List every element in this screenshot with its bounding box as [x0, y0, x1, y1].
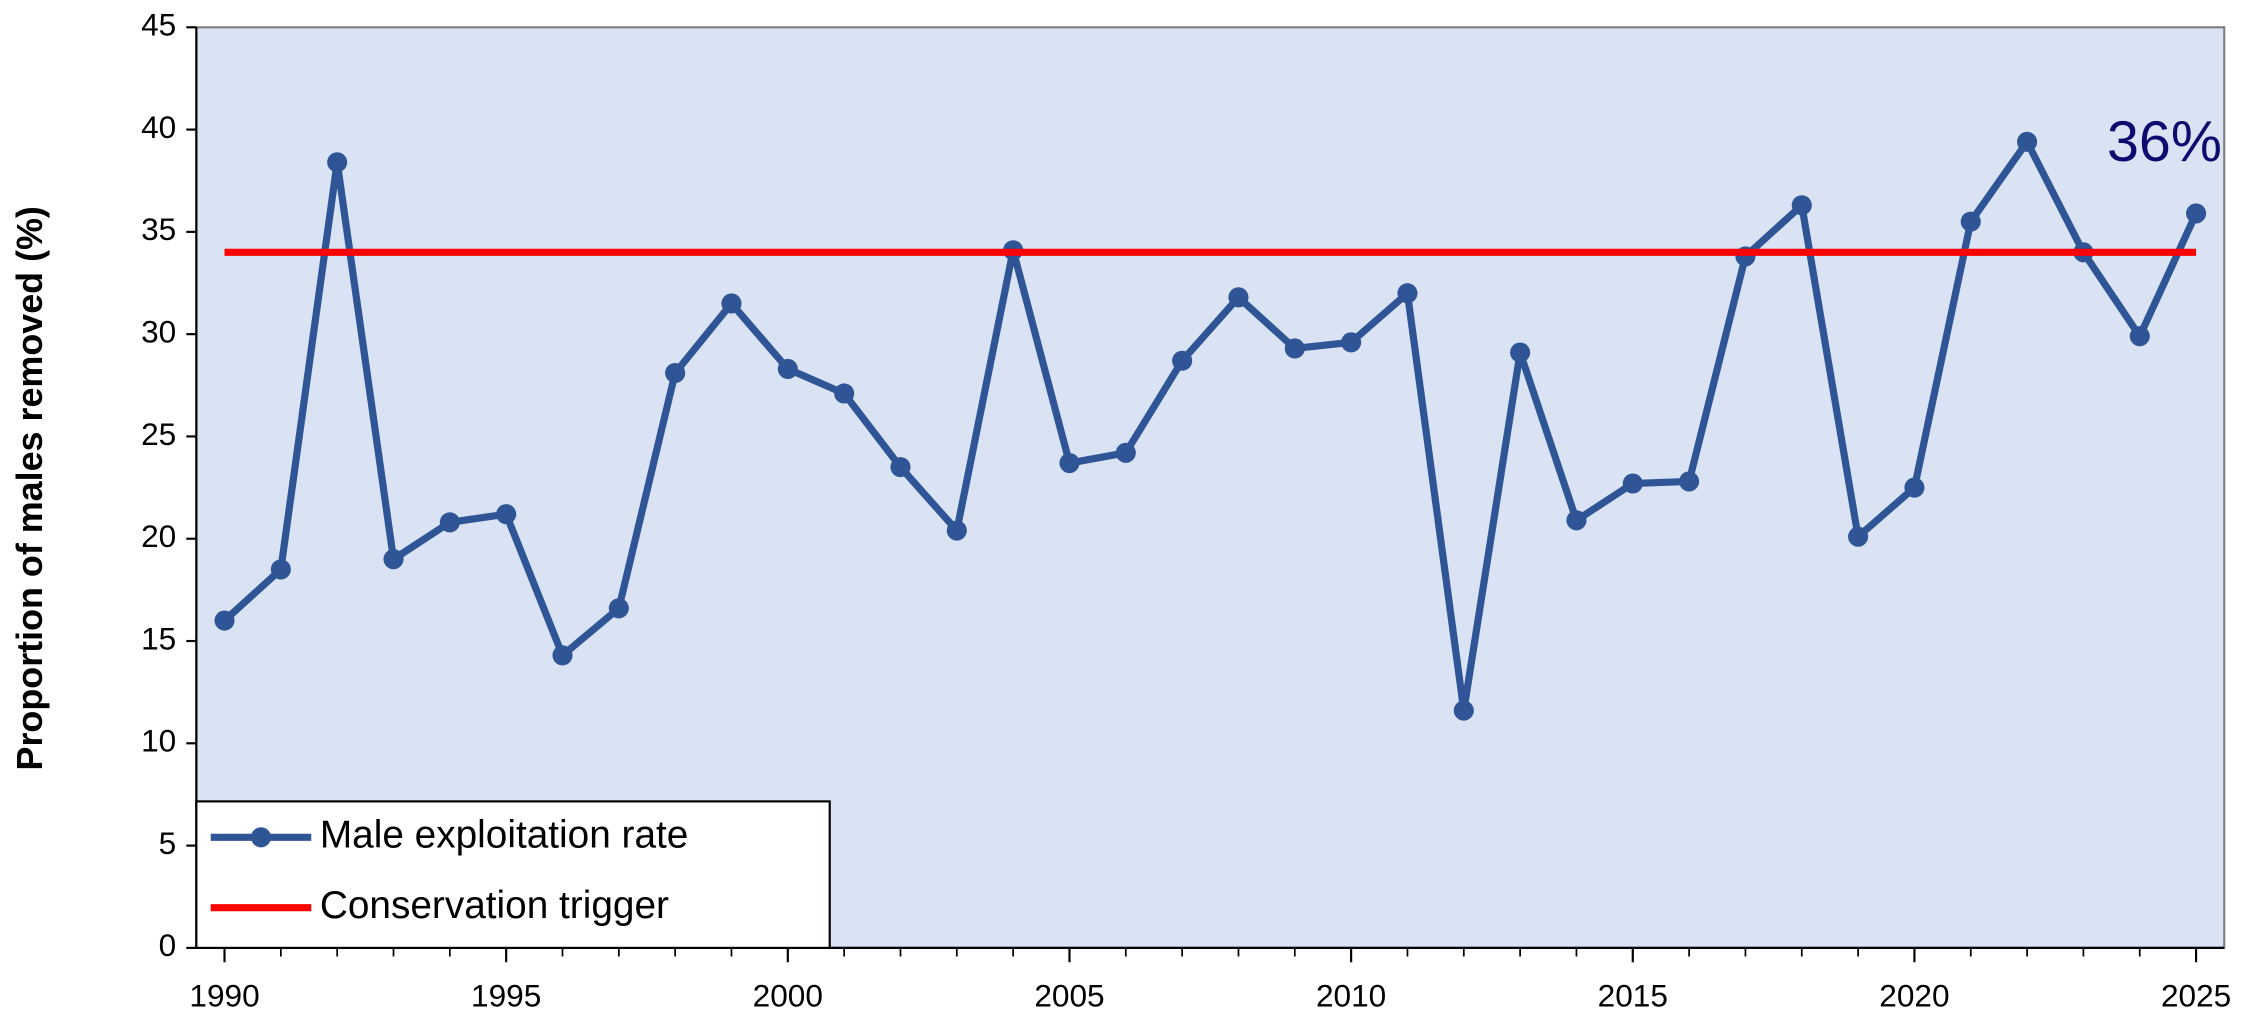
marker	[890, 457, 911, 478]
marker	[327, 152, 348, 173]
x-tick-label: 1990	[189, 977, 259, 1013]
marker	[1397, 283, 1418, 304]
line	[222, 138, 2200, 715]
x-tick-label: 2015	[1598, 977, 1668, 1013]
legend-marker	[250, 827, 272, 848]
marker	[439, 512, 460, 533]
marker	[721, 293, 742, 314]
marker	[1791, 195, 1812, 216]
y-tick-label: 0	[159, 927, 177, 963]
y-axis-label: Proportion of males removed (%)	[10, 206, 50, 770]
x-tick-label: 2025	[2161, 977, 2231, 1013]
y-tick-label: 25	[141, 416, 176, 452]
legend-label: Conservation trigger	[320, 884, 669, 927]
marker	[2129, 326, 2150, 347]
legend-box	[195, 800, 831, 949]
marker	[946, 520, 967, 541]
marker	[1341, 332, 1362, 353]
y-tick-label: 5	[159, 825, 177, 861]
marker	[834, 383, 855, 404]
x-tick-label: 2005	[1034, 977, 1104, 1013]
marker	[1904, 477, 1925, 498]
legend-label: Male exploitation rate	[320, 814, 688, 857]
marker	[1679, 471, 1700, 492]
marker	[1566, 510, 1587, 531]
plot-area	[195, 26, 2226, 949]
marker	[1453, 700, 1474, 721]
x-tick-label: 2000	[753, 977, 823, 1013]
marker	[665, 362, 686, 384]
marker	[214, 610, 235, 631]
marker	[1848, 526, 1869, 547]
y-tick-label: 40	[141, 109, 176, 145]
marker	[1228, 287, 1249, 308]
marker	[496, 504, 517, 525]
marker	[1510, 342, 1531, 363]
y-tick-label: 15	[141, 620, 176, 656]
marker	[1115, 442, 1136, 463]
marker	[2186, 203, 2207, 224]
marker	[777, 358, 798, 379]
marker	[383, 549, 404, 570]
marker	[1172, 350, 1193, 371]
marker	[270, 559, 291, 580]
x-tick-label: 1995	[471, 977, 541, 1013]
y-tick-label: 30	[141, 313, 176, 349]
marker	[2017, 131, 2038, 152]
y-tick-label: 45	[141, 7, 176, 43]
marker	[608, 598, 629, 619]
marker	[1960, 211, 1981, 232]
x-tick-label: 2010	[1316, 977, 1386, 1013]
marker	[1622, 473, 1643, 494]
marker	[552, 645, 573, 666]
y-tick-label: 20	[141, 518, 176, 554]
y-tick-label: 35	[141, 211, 176, 247]
annotation: 36%	[2107, 110, 2222, 174]
marker	[1284, 338, 1305, 359]
marker	[1059, 452, 1080, 474]
x-tick-label: 2020	[1879, 977, 1949, 1013]
y-tick-label: 10	[141, 723, 176, 759]
